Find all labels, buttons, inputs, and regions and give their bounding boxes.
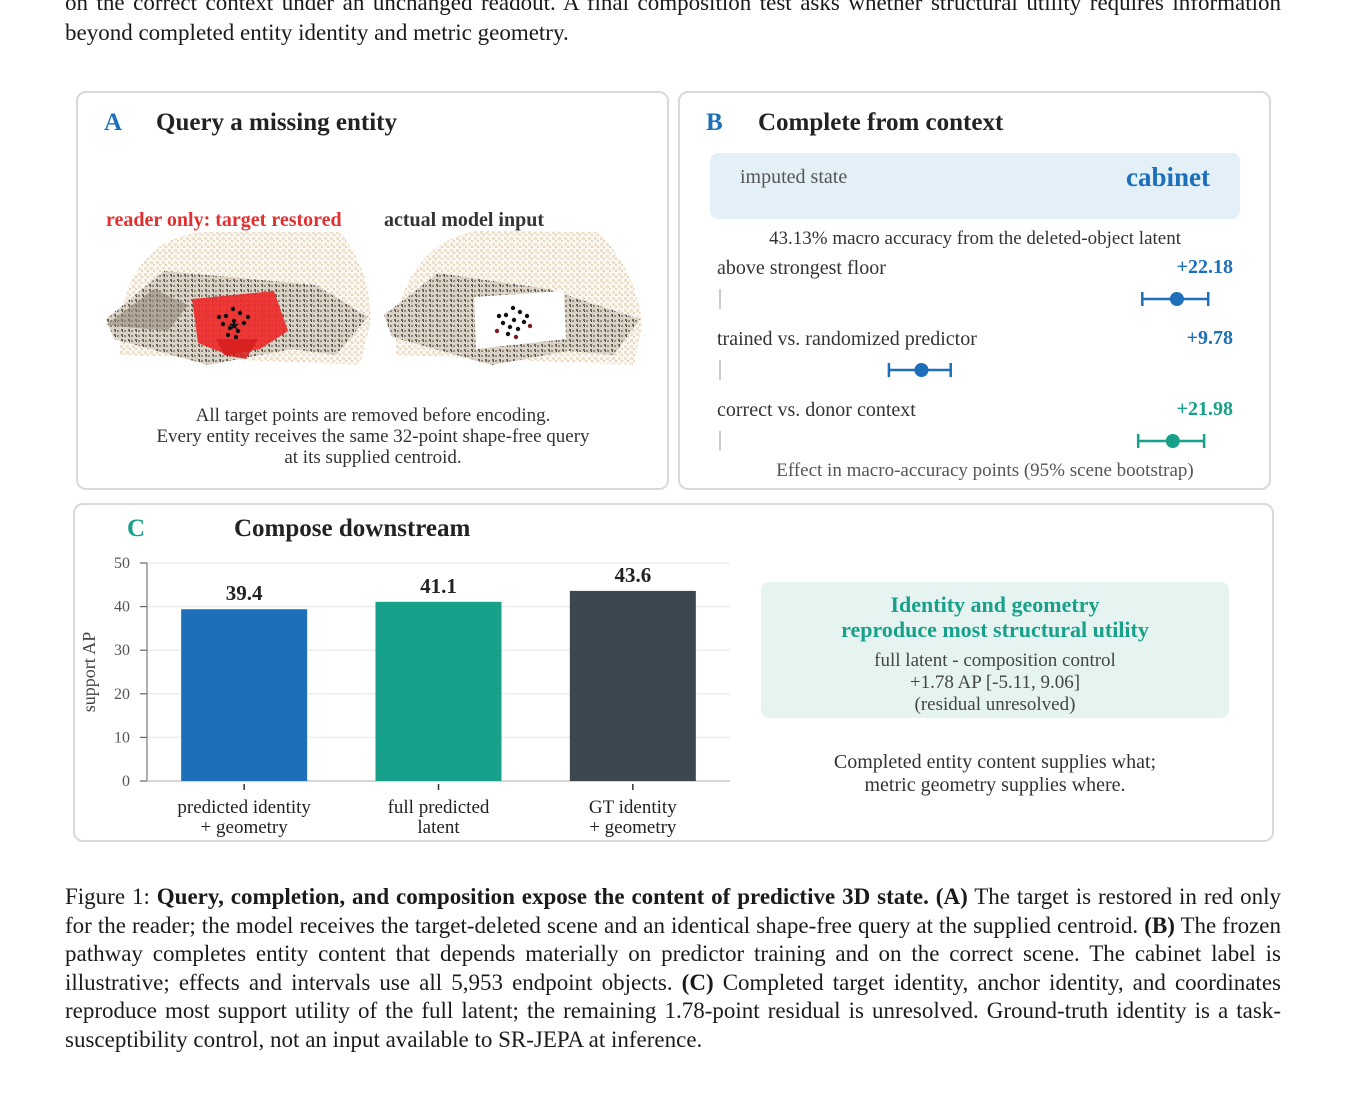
note-line: Every entity receives the same 32-point … xyxy=(156,426,590,447)
panel-a: A Query a missing entity reader only: ta… xyxy=(76,91,669,490)
panel-b: B Complete from context imputed state ca… xyxy=(678,91,1271,490)
label-reader-only: reader only: target restored xyxy=(106,209,342,231)
query-points-left xyxy=(216,306,251,340)
effect-footer: Effect in macro-accuracy points (95% sce… xyxy=(776,460,1194,481)
caption-a-text: The target is restored in red only for t… xyxy=(65,884,1281,938)
label-model-input: actual model input xyxy=(384,209,545,231)
callout-title-line: reproduce most structural utility xyxy=(841,617,1149,642)
bar xyxy=(569,590,696,781)
caption-c-text: Completed target identity, anchor identi… xyxy=(65,969,1281,1052)
imputed-state-box: imputed state cabinet xyxy=(710,153,1240,219)
x-tick-label: + geometry xyxy=(201,817,289,838)
effect-value: +22.18 xyxy=(1176,256,1233,278)
panel-c: C Compose downstream 0 10 20 30 40 50 support … xyxy=(73,503,1274,842)
caption-a-tag: (A) xyxy=(935,884,968,909)
callout-line: +1.78 AP [-5.11, 9.06] xyxy=(909,672,1081,693)
callout-box: Identity and geometry reproduce most str… xyxy=(761,582,1229,718)
x-tick-label: latent xyxy=(417,817,460,838)
bar-value-label: 41.1 xyxy=(420,574,457,598)
panel-b-letter: B xyxy=(706,109,723,136)
callout-line: full latent - composition control xyxy=(874,650,1116,671)
effect-value: +9.78 xyxy=(1186,327,1233,349)
caption-c-tag: (C) xyxy=(681,969,714,995)
effect-label: trained vs. randomized predictor xyxy=(717,328,977,350)
y-tick-label: 50 xyxy=(114,555,130,572)
bar-chart: 0 10 20 30 40 50 support AP 39.4 predicted ident… xyxy=(79,555,730,838)
intro-paragraph: on the correct context under an unchange… xyxy=(65,0,1281,45)
point-cloud-figure: ★ xyxy=(106,231,642,365)
caption-b-text: The frozen pathway completes entity cont… xyxy=(65,912,1281,995)
summary-line: metric geometry supplies where. xyxy=(864,774,1126,796)
figure-caption: Figure 1: Query, completion, and composi… xyxy=(65,883,1281,1054)
panel-a-title: Query a missing entity xyxy=(156,109,397,136)
y-tick-label: 20 xyxy=(114,686,130,703)
imputed-label: imputed state xyxy=(740,166,848,188)
effect-label: above strongest floor xyxy=(717,257,886,279)
effect-point xyxy=(1169,292,1184,306)
panel-b-title: Complete from context xyxy=(758,109,1004,136)
x-tick-label: GT identity xyxy=(589,797,677,818)
bar xyxy=(181,609,308,781)
note-line: at its supplied centroid. xyxy=(284,447,462,468)
effect-value: +21.98 xyxy=(1176,398,1233,420)
callout-line: (residual unresolved) xyxy=(914,694,1076,715)
y-tick-label: 30 xyxy=(114,642,130,659)
x-tick-label: predicted identity xyxy=(177,797,311,818)
y-axis-label: support AP xyxy=(79,632,99,713)
summary-line: Completed entity content supplies what; xyxy=(833,751,1157,773)
callout-title-line: Identity and geometry xyxy=(890,592,1100,617)
x-tick-label: full predicted xyxy=(388,797,490,818)
effect-point xyxy=(1165,434,1180,448)
caption-prefix: Figure 1: xyxy=(65,884,157,909)
caption-b-tag: (B) xyxy=(1144,912,1175,938)
caption-bold: Query, completion, and composition expos… xyxy=(156,884,929,909)
deleted-target-hole xyxy=(474,291,566,349)
y-tick-label: 40 xyxy=(114,599,130,616)
panel-c-letter: C xyxy=(127,515,146,542)
svg-text:★: ★ xyxy=(228,318,241,334)
effect-point xyxy=(914,363,929,377)
query-points-right xyxy=(496,305,530,337)
bar-value-label: 39.4 xyxy=(226,581,263,605)
panel-a-letter: A xyxy=(104,109,123,136)
x-tick-label: + geometry xyxy=(589,817,677,838)
bar xyxy=(375,601,502,781)
scene-restored: ★ xyxy=(106,232,371,365)
scene-deleted xyxy=(384,231,642,365)
effect-label: correct vs. donor context xyxy=(717,399,916,421)
callout-title: Identity and geometry reproduce most str… xyxy=(761,592,1229,642)
callout-body: full latent - composition control +1.78 … xyxy=(761,650,1229,716)
summary-text: Completed entity content supplies what; … xyxy=(761,751,1229,797)
forest-plot xyxy=(719,289,1210,451)
note-line: All target points are removed before enc… xyxy=(195,405,551,426)
accuracy-line: 43.13% macro accuracy from the deleted-o… xyxy=(769,228,1181,249)
panel-c-title: Compose downstream xyxy=(234,515,471,542)
panel-a-note: All target points are removed before enc… xyxy=(78,405,668,468)
bar-value-label: 43.6 xyxy=(614,563,651,587)
y-tick-label: 10 xyxy=(114,729,130,746)
imputed-value: cabinet xyxy=(1126,162,1210,192)
y-tick-label: 0 xyxy=(122,773,130,790)
